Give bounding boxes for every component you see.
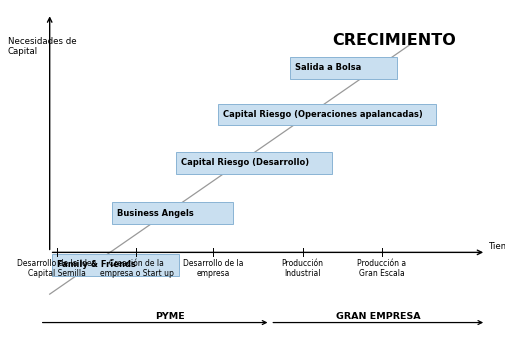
FancyBboxPatch shape (218, 104, 436, 125)
Text: Desarrollo de la idea
Capital Semilla: Desarrollo de la idea Capital Semilla (17, 259, 96, 279)
FancyBboxPatch shape (176, 152, 332, 174)
Text: Producción a
Gran Escala: Producción a Gran Escala (357, 259, 406, 279)
Text: Capital Riesgo (Operaciones apalancadas): Capital Riesgo (Operaciones apalancadas) (223, 110, 422, 119)
Text: GRAN EMPRESA: GRAN EMPRESA (335, 312, 420, 321)
Text: Necesidades de
Capital: Necesidades de Capital (8, 37, 76, 56)
Text: Producción
Industrial: Producción Industrial (281, 259, 323, 279)
Text: Tiempo: Tiempo (488, 242, 505, 251)
FancyBboxPatch shape (52, 254, 178, 276)
FancyBboxPatch shape (112, 202, 233, 224)
Text: CRECIMIENTO: CRECIMIENTO (332, 33, 456, 48)
Text: Salida a Bolsa: Salida a Bolsa (294, 63, 361, 72)
Text: Creación de la
empresa o Start up: Creación de la empresa o Start up (99, 259, 173, 279)
FancyBboxPatch shape (289, 57, 396, 79)
Text: Capital Riesgo (Desarrollo): Capital Riesgo (Desarrollo) (181, 159, 309, 167)
Text: Desarrollo de la
empresa: Desarrollo de la empresa (183, 259, 243, 279)
Text: PYME: PYME (155, 312, 184, 321)
Text: Family & Friends: Family & Friends (57, 261, 136, 269)
Text: Business Angels: Business Angels (117, 209, 193, 218)
